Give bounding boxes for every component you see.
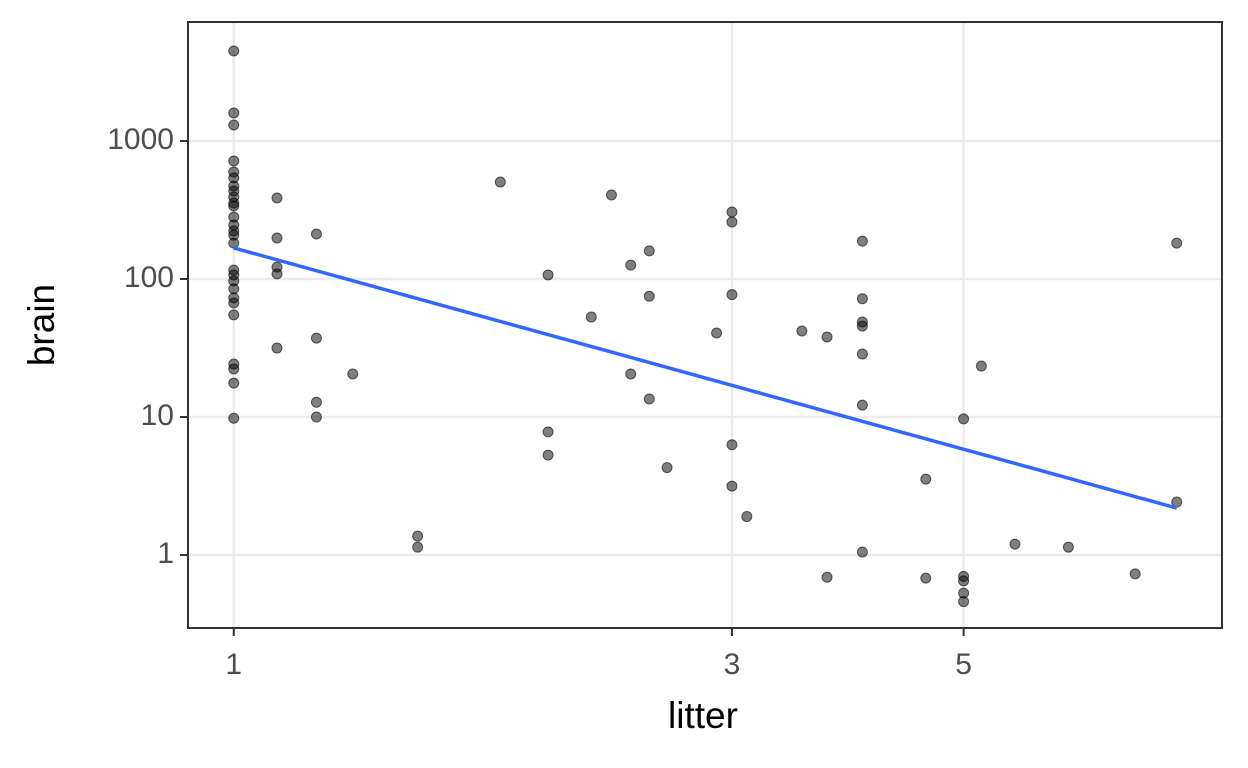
point [920, 473, 932, 485]
y-axis-title: brain [21, 284, 62, 366]
point [605, 189, 617, 201]
trend-line [233, 246, 1178, 510]
point [856, 399, 868, 411]
point [310, 411, 322, 423]
point [625, 259, 637, 271]
point [920, 572, 932, 584]
point [412, 530, 424, 542]
y-tick-label: 1 [157, 537, 174, 570]
point [821, 331, 833, 343]
x-tick-label: 1 [225, 648, 242, 681]
point [1129, 568, 1141, 580]
point [958, 413, 970, 425]
point [228, 200, 240, 212]
point [228, 283, 240, 295]
point [856, 320, 868, 332]
plot-border [187, 21, 1223, 629]
x-tick-label: 3 [724, 648, 741, 681]
point [228, 309, 240, 321]
point [958, 596, 970, 608]
point [271, 342, 283, 354]
point [711, 327, 723, 339]
point [643, 393, 655, 405]
point [228, 107, 240, 119]
point [741, 511, 753, 523]
point [856, 235, 868, 247]
point [228, 155, 240, 167]
point [726, 289, 738, 301]
point [228, 363, 240, 375]
y-tick-label: 10 [141, 399, 174, 432]
point [271, 192, 283, 204]
point [412, 541, 424, 553]
y-tick-label: 1000 [107, 123, 174, 156]
point [661, 462, 673, 474]
point [856, 546, 868, 558]
point [726, 216, 738, 228]
point [271, 268, 283, 280]
x-tick-label: 5 [955, 648, 972, 681]
point [643, 245, 655, 257]
x-axis-title: litter [668, 695, 738, 736]
point [1171, 237, 1183, 249]
point [542, 449, 554, 461]
point [726, 206, 738, 218]
point [643, 290, 655, 302]
point [228, 377, 240, 389]
point [310, 396, 322, 408]
point [856, 348, 868, 360]
point [228, 237, 240, 249]
point [310, 228, 322, 240]
point [228, 119, 240, 131]
point [542, 426, 554, 438]
point [726, 439, 738, 451]
point [958, 575, 970, 587]
point [542, 269, 554, 281]
point [585, 311, 597, 323]
point [228, 297, 240, 309]
point [796, 325, 808, 337]
point [625, 368, 637, 380]
point [726, 480, 738, 492]
point [271, 232, 283, 244]
point [1009, 538, 1021, 550]
point [1062, 541, 1074, 553]
point [228, 45, 240, 57]
point [494, 176, 506, 188]
plot-background [188, 22, 1222, 628]
point [347, 368, 359, 380]
point [228, 412, 240, 424]
point [975, 360, 987, 372]
point [821, 571, 833, 583]
y-tick-label: 100 [124, 261, 174, 294]
point [310, 332, 322, 344]
point [856, 293, 868, 305]
